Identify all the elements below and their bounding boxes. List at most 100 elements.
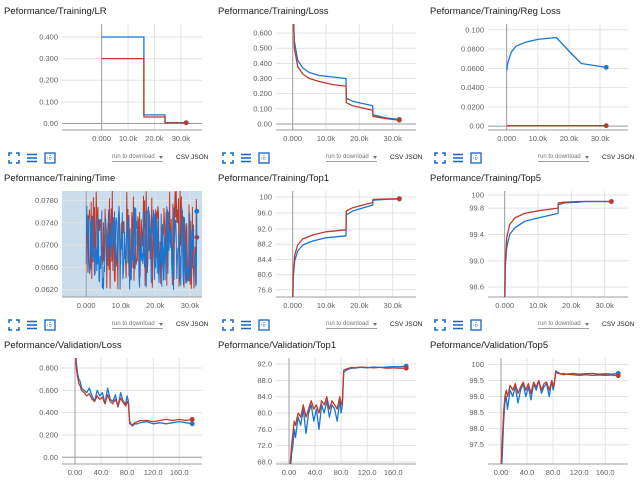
y-tick-label: 0.800	[39, 364, 58, 373]
x-tick-label: 0.000	[497, 134, 516, 143]
chart-card-7: Peformance/Validation/Top1 68.0 72.0 76.0 80…	[214, 340, 422, 480]
fullscreen-icon[interactable]	[222, 152, 234, 164]
series-line-blue	[501, 370, 619, 464]
x-tick-label: 10.0k	[112, 301, 131, 310]
fullscreen-icon[interactable]	[8, 152, 20, 164]
list-icon[interactable]	[452, 319, 464, 331]
fit-domain-icon[interactable]	[258, 319, 270, 331]
json-download-link[interactable]: JSON	[191, 154, 209, 161]
line-chart[interactable]: 98.6 99.0 99.4 99.8 100 0.000 10.0k 20.0k 30.0k	[426, 187, 634, 317]
line-chart[interactable]: 0.00 0.100 0.200 0.300 0.400 0.000 10.0k 20.0k 3…	[0, 20, 208, 150]
line-chart[interactable]: 0.00 0.0200 0.0400 0.0600 0.0800 0.100 0.000 10…	[426, 20, 634, 150]
y-tick-label: 0.0660	[35, 263, 58, 272]
series-end-marker	[403, 365, 409, 371]
csv-download-link[interactable]: CSV	[602, 154, 616, 161]
y-tick-label: 97.5	[469, 440, 484, 449]
y-tick-label: 0.200	[39, 76, 58, 85]
fit-domain-icon[interactable]	[44, 319, 56, 331]
list-icon[interactable]	[452, 152, 464, 164]
x-tick-label: 30.0k	[181, 301, 200, 310]
line-chart[interactable]: 0.00 0.200 0.400 0.600 0.800 0.00 40.0 80.0 120.…	[0, 354, 208, 484]
chart-toolbar: run to download CSV JSON	[214, 319, 422, 333]
x-tick-label: 20.0k	[562, 301, 581, 310]
run-download-select[interactable]: run to download	[112, 321, 163, 329]
series-line-red	[292, 197, 400, 297]
y-tick-label: 0.200	[253, 89, 272, 98]
chart-title: Peformance/Training/LR	[4, 6, 107, 17]
chart-toolbar: run to download CSV JSON	[426, 319, 634, 333]
x-tick-label: 0.000	[283, 134, 302, 143]
run-download-select[interactable]: run to download	[538, 154, 589, 162]
y-tick-label: 0.00	[43, 119, 58, 128]
x-tick-label: 20.0k	[350, 134, 369, 143]
json-download-link[interactable]: JSON	[405, 321, 423, 328]
x-tick-label: 0.000	[283, 301, 302, 310]
list-icon[interactable]	[26, 152, 38, 164]
run-download-select[interactable]: run to download	[326, 154, 377, 162]
run-download-select[interactable]: run to download	[538, 321, 589, 329]
fit-domain-icon[interactable]	[44, 152, 56, 164]
csv-download-link[interactable]: CSV	[390, 154, 404, 161]
series-line-blue	[85, 205, 198, 290]
run-download-select[interactable]: run to download	[112, 154, 163, 162]
line-chart[interactable]: 0.00 0.100 0.200 0.300 0.400 0.500 0.600 0.000 1…	[214, 20, 422, 150]
line-chart[interactable]: 97.5 98.0 98.5 99.0 99.5 100 0.00 40.0 80.0 120.0…	[426, 354, 634, 484]
json-download-link[interactable]: JSON	[405, 154, 423, 161]
y-tick-label: 84.4	[257, 255, 272, 264]
y-tick-label: 0.0600	[461, 64, 484, 73]
x-tick-label: 40.0	[520, 468, 535, 477]
y-tick-label: 80.6	[257, 270, 272, 279]
x-tick-label: 40.0	[94, 468, 109, 477]
fullscreen-icon[interactable]	[434, 152, 446, 164]
y-tick-label: 0.00	[257, 119, 272, 128]
x-tick-label: 20.0k	[350, 301, 369, 310]
fullscreen-icon[interactable]	[222, 319, 234, 331]
fit-domain-icon[interactable]	[258, 152, 270, 164]
x-tick-label: 0.000	[495, 301, 514, 310]
fit-domain-icon[interactable]	[470, 319, 482, 331]
list-icon[interactable]	[26, 319, 38, 331]
line-chart[interactable]: 76.8 80.6 84.4 88.2 92.0 96.0 100 0.000 10.0k 20.…	[214, 187, 422, 317]
list-icon[interactable]	[240, 319, 252, 331]
x-tick-label: 30.0k	[383, 134, 402, 143]
x-tick-label: 30.0k	[591, 134, 610, 143]
x-tick-label: 20.0k	[560, 134, 579, 143]
y-tick-label: 84.0	[257, 392, 272, 401]
chart-toolbar: run to download CSV JSON	[214, 152, 422, 166]
csv-download-link[interactable]: CSV	[176, 154, 190, 161]
series-end-marker	[603, 64, 609, 70]
line-chart[interactable]: 0.0620 0.0660 0.0700 0.0740 0.0780 0.000 10.0k…	[0, 187, 208, 317]
y-tick-label: 92.0	[257, 360, 272, 369]
chart-title: Peformance/Validation/Loss	[4, 340, 122, 351]
fullscreen-icon[interactable]	[8, 319, 20, 331]
x-tick-label: 40.0	[308, 468, 323, 477]
x-tick-label: 10.0k	[119, 134, 138, 143]
y-tick-label: 0.0740	[35, 218, 58, 227]
y-tick-label: 100	[259, 193, 272, 202]
fullscreen-icon[interactable]	[434, 319, 446, 331]
csv-download-link[interactable]: CSV	[390, 321, 404, 328]
list-icon[interactable]	[240, 152, 252, 164]
y-tick-label: 92.0	[257, 225, 272, 234]
csv-download-link[interactable]: CSV	[602, 321, 616, 328]
series-line-red	[101, 57, 187, 124]
x-tick-label: 120.0	[144, 468, 163, 477]
x-tick-label: 120.0	[358, 468, 377, 477]
chart-card-0: Peformance/Training/LR 0.00 0.100 0.200 0.30…	[0, 6, 208, 168]
x-tick-label: 10.0k	[317, 134, 336, 143]
chart-title: Peformance/Training/Top5	[430, 173, 542, 184]
csv-download-link[interactable]: CSV	[176, 321, 190, 328]
run-download-select[interactable]: run to download	[326, 321, 377, 329]
y-tick-label: 99.8	[469, 204, 484, 213]
json-download-link[interactable]: JSON	[191, 321, 209, 328]
line-chart[interactable]: 68.0 72.0 76.0 80.0 84.0 88.0 92.0 0.00 40.0 80.0…	[214, 354, 422, 484]
series-end-marker	[608, 199, 614, 204]
fit-domain-icon[interactable]	[470, 152, 482, 164]
x-tick-label: 160.0	[384, 468, 403, 477]
x-tick-label: 80.0	[334, 468, 349, 477]
json-download-link[interactable]: JSON	[617, 321, 635, 328]
json-download-link[interactable]: JSON	[617, 154, 635, 161]
chart-card-8: Peformance/Validation/Top5 97.5 98.0 98.5 99…	[426, 340, 634, 480]
series-line-blue	[504, 200, 612, 297]
series-line-red	[75, 358, 193, 426]
